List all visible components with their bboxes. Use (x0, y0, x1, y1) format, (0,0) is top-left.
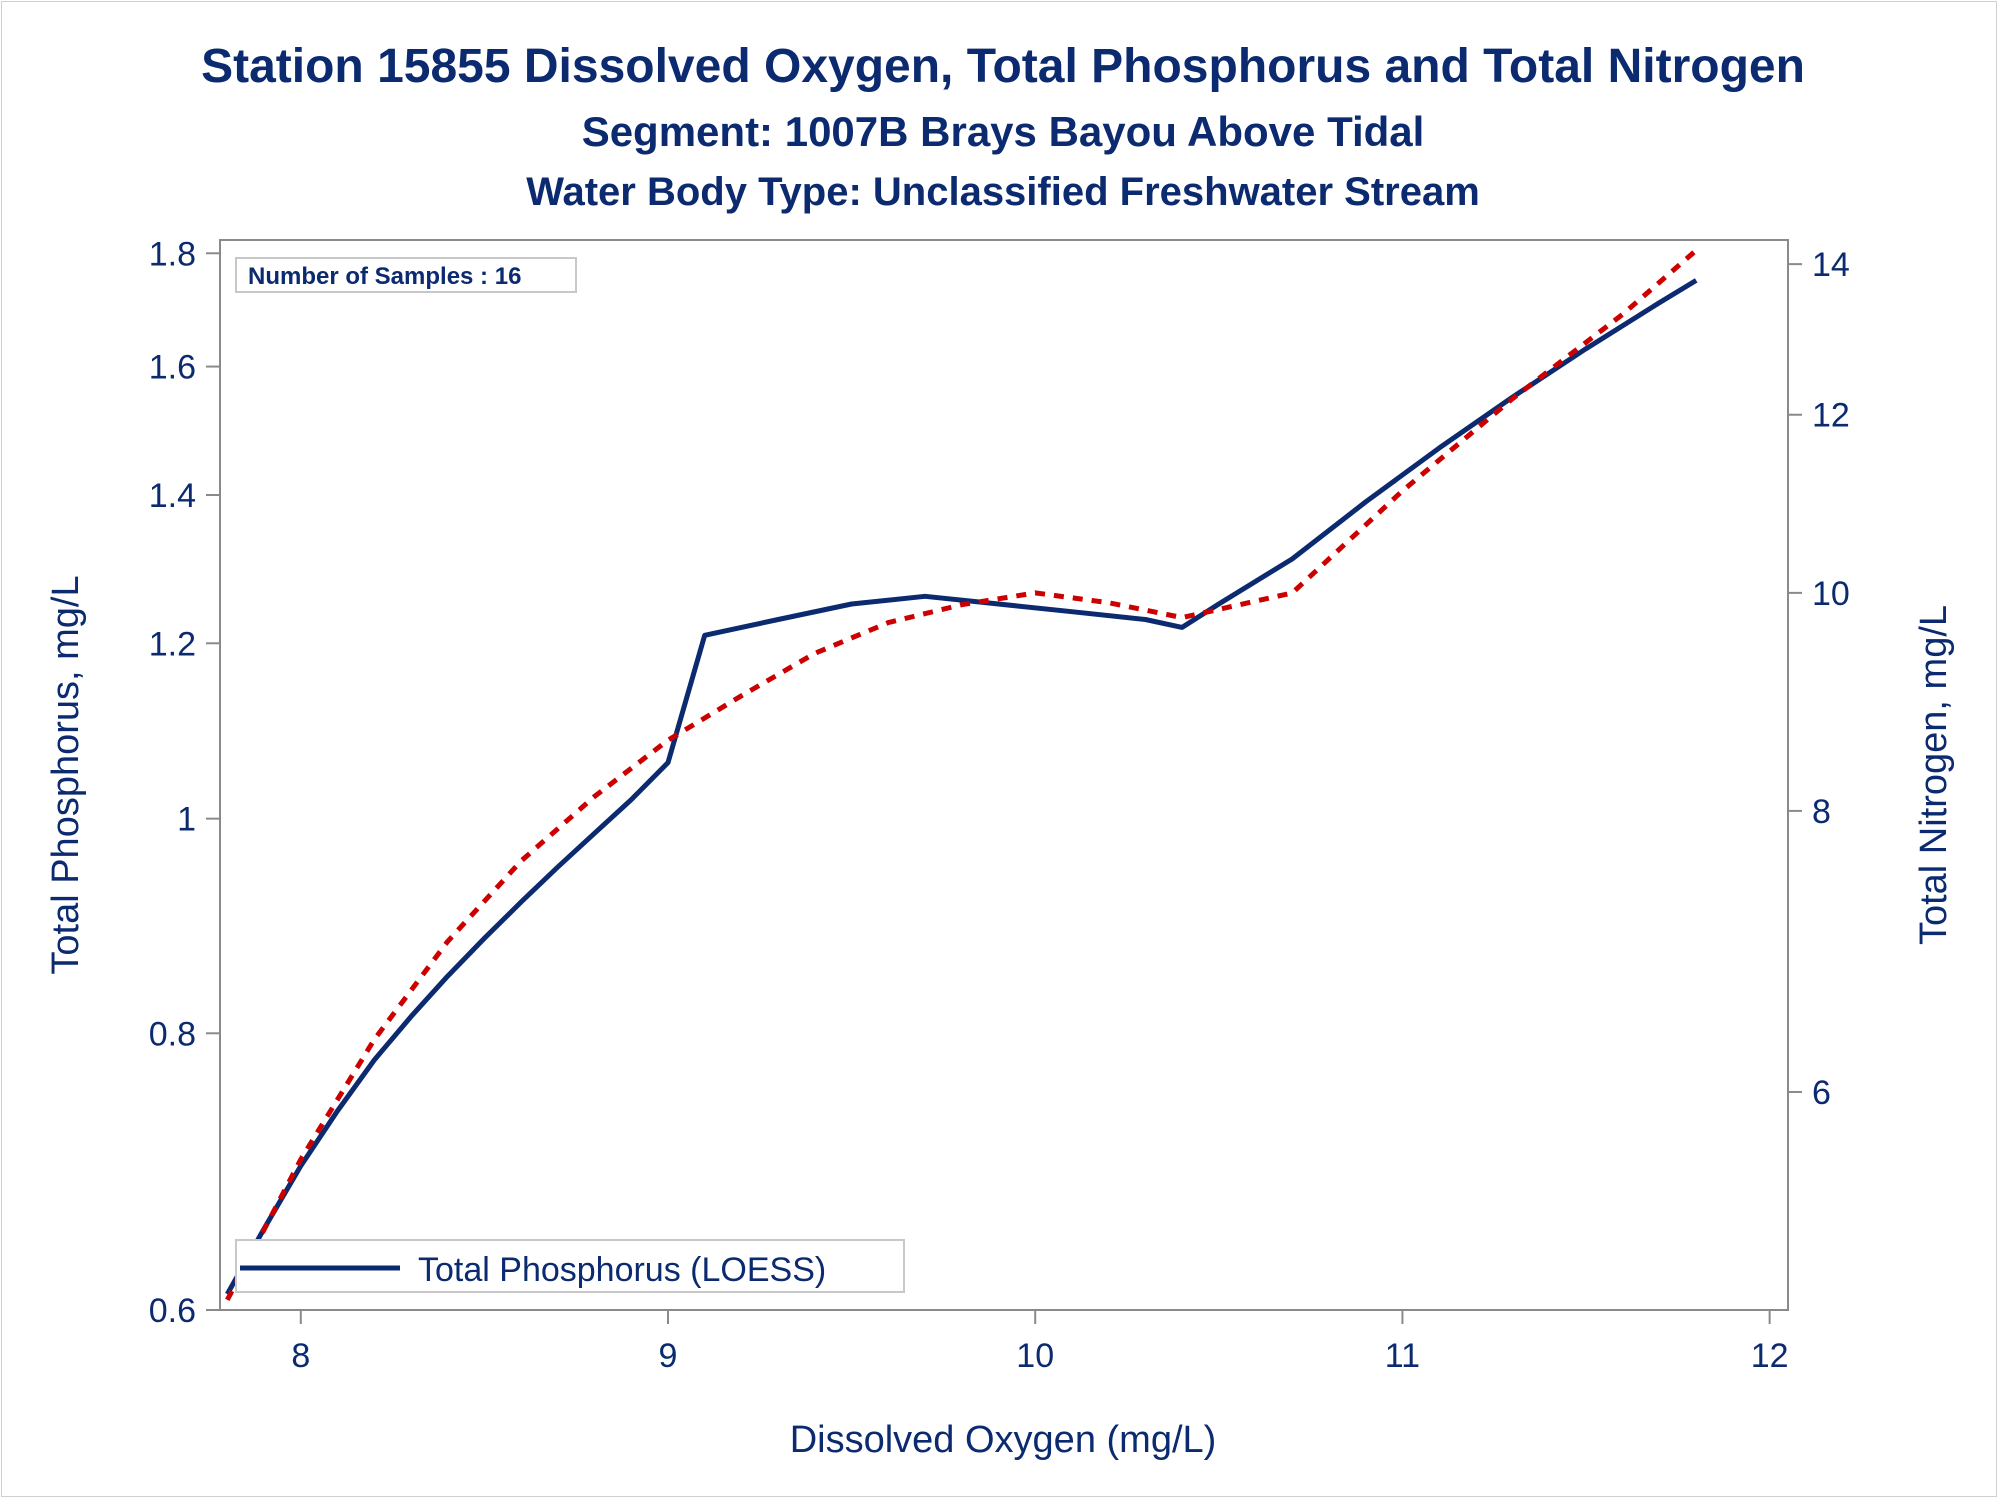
series-line-nitrogen (225, 248, 1698, 1302)
y2-tick-label: 8 (1812, 793, 1831, 831)
y-tick-label: 0.6 (149, 1292, 196, 1330)
x-tick-label: 10 (1016, 1337, 1054, 1375)
y-axis-label: Total Phosphorus, mg/L (45, 575, 87, 974)
x-axis: 8 9 10 11 12 (291, 1310, 1789, 1375)
x-tick-label: 8 (291, 1337, 310, 1375)
y-tick-label: 1.2 (149, 625, 196, 663)
y2-tick-label: 10 (1812, 575, 1850, 613)
x-axis-label: Dissolved Oxygen (mg/L) (790, 1419, 1217, 1461)
y2-tick-label: 12 (1812, 397, 1850, 435)
y-tick-label: 1.8 (149, 235, 196, 273)
chart-subtitle-water-body: Water Body Type: Unclassified Freshwater… (526, 170, 1480, 214)
legend-label-phosphorus: Total Phosphorus (LOESS) (418, 1251, 826, 1289)
series-layer (225, 248, 1698, 1302)
y-tick-label: 1.6 (149, 349, 196, 387)
samples-label: Number of Samples : 16 (248, 263, 521, 290)
y2-tick-label: 14 (1812, 246, 1850, 284)
chart-subtitle-segment: Segment: 1007B Brays Bayou Above Tidal (582, 108, 1425, 155)
series-line-phosphorus (225, 278, 1698, 1296)
y-axis-right: 6 8 10 12 14 (1788, 246, 1850, 1112)
y-tick-label: 1.4 (149, 477, 196, 515)
y2-axis-label: Total Nitrogen, mg/L (1913, 605, 1955, 945)
x-tick-label: 11 (1385, 1337, 1420, 1375)
x-tick-label: 12 (1751, 1337, 1789, 1375)
y-tick-label: 1 (177, 801, 196, 839)
plot-area (219, 239, 1789, 1311)
y-tick-label: 0.8 (149, 1015, 196, 1053)
chart-title: Station 15855 Dissolved Oxygen, Total Ph… (201, 40, 1805, 93)
y-axis-left: 0.6 0.8 1 1.2 1.4 1.6 1.8 (149, 235, 220, 1330)
y2-tick-label: 6 (1812, 1074, 1831, 1112)
x-tick-label: 9 (659, 1337, 678, 1375)
samples-box (235, 257, 577, 293)
